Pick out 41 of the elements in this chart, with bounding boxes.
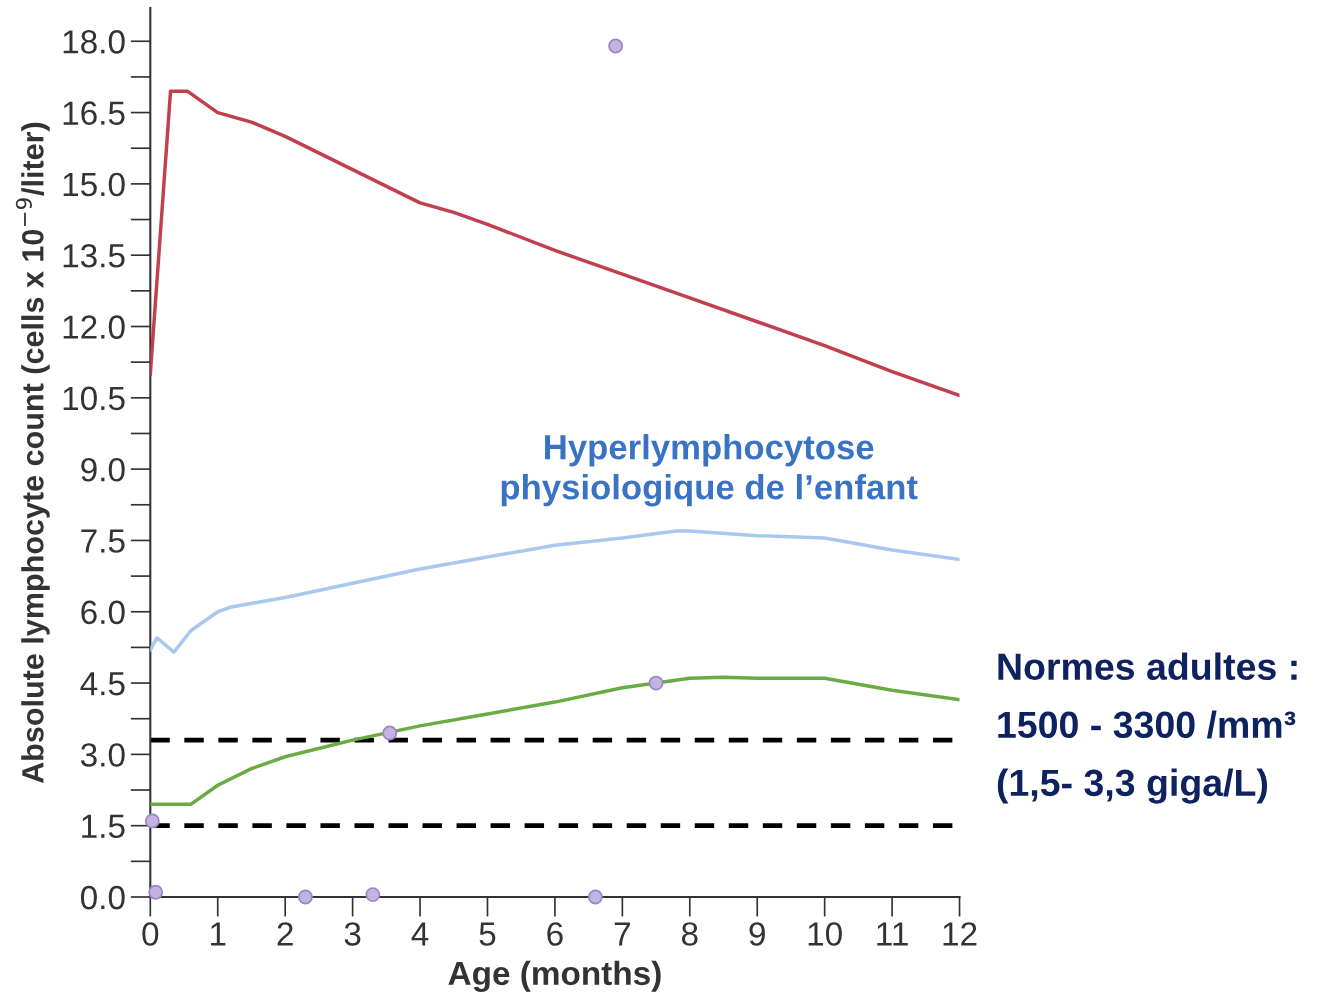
y-tick-label: 13.5 [63, 243, 125, 268]
x-tick-label: 2 [277, 922, 293, 946]
line-series [150, 675, 960, 807]
point [144, 813, 160, 829]
x-tick-label: 1 [211, 922, 226, 946]
y-axis-title: Absolute lymphocyte count (cells x 10$^{−9}$/liter) [15, 122, 50, 784]
annotation: Hyperlymphocytose physiologique de l’enfant [501, 434, 918, 507]
x-tick-label: 5 [479, 922, 496, 946]
y-tick-label: 0.0 [80, 885, 125, 910]
x-tick-label: 10 [808, 922, 842, 946]
y-tick-label: 6.0 [81, 600, 125, 625]
y-tick-label: 4.5 [80, 672, 125, 696]
y-tick-label: 16.5 [63, 101, 125, 125]
y-tick-label: 10.5 [63, 386, 125, 411]
x-tick-label: 9 [749, 922, 765, 946]
x-tick-label: 12 [943, 922, 977, 946]
y-tick-label: 7.5 [81, 529, 125, 553]
y-tick-label: 1.5 [82, 814, 125, 839]
point [648, 675, 664, 691]
x-axis-title: Age (months) [448, 960, 661, 992]
line-series [150, 89, 960, 398]
x-tick-label: 11 [877, 922, 908, 946]
point [297, 889, 313, 905]
y-tick-label: 9.0 [81, 457, 125, 482]
y-tick-label: 15.0 [63, 172, 125, 197]
x-tick-label: 7 [614, 922, 630, 946]
point [148, 884, 164, 900]
x-tick-label: 8 [681, 922, 698, 946]
point [587, 889, 603, 905]
line-series [150, 529, 960, 654]
text: Normes adultes : 1500 - 3300 /mm³ (1,5- 3,3 giga/L) [997, 652, 1297, 804]
y-tick-label: 3.0 [80, 743, 125, 767]
x-tick-label: 6 [547, 922, 563, 946]
y-tick-label: 18.0 [63, 30, 125, 54]
point [382, 725, 398, 741]
x-tick-label: 0 [142, 922, 159, 946]
x-tick-label: 3 [344, 922, 361, 946]
y-tick-label: 12.0 [63, 315, 125, 339]
x-tick-label: 4 [411, 922, 429, 946]
point [608, 38, 624, 54]
point [365, 887, 381, 903]
